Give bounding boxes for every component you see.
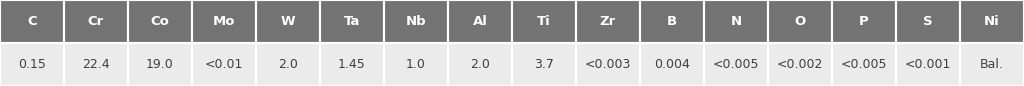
Text: 2.0: 2.0 [470, 58, 489, 71]
Text: 0.15: 0.15 [18, 58, 46, 71]
Bar [449, 0, 512, 43]
Text: Cr: Cr [88, 15, 104, 28]
Text: 0.004: 0.004 [654, 58, 690, 71]
Bar [831, 0, 896, 43]
Text: <0.01: <0.01 [205, 58, 243, 71]
Bar [63, 43, 128, 86]
Text: Ni: Ni [984, 15, 999, 28]
Bar [512, 0, 575, 43]
Text: Ti: Ti [538, 15, 551, 28]
Text: 22.4: 22.4 [82, 58, 110, 71]
Text: 1.0: 1.0 [407, 58, 426, 71]
Bar [319, 0, 384, 43]
Text: Bal.: Bal. [980, 58, 1004, 71]
Text: P: P [859, 15, 869, 28]
Bar [256, 0, 319, 43]
Bar [384, 0, 449, 43]
Bar [319, 43, 384, 86]
Text: 1.45: 1.45 [338, 58, 366, 71]
Text: Co: Co [151, 15, 169, 28]
Text: W: W [281, 15, 295, 28]
Bar [831, 43, 896, 86]
Bar [0, 43, 63, 86]
Text: <0.005: <0.005 [713, 58, 759, 71]
Text: Al: Al [472, 15, 487, 28]
Bar [384, 43, 449, 86]
Text: 2.0: 2.0 [279, 58, 298, 71]
Bar [63, 0, 128, 43]
Bar [768, 43, 831, 86]
Bar [0, 0, 63, 43]
Bar [961, 0, 1024, 43]
Bar [705, 43, 768, 86]
Text: N: N [730, 15, 741, 28]
Bar [640, 43, 705, 86]
Bar [193, 43, 256, 86]
Text: 19.0: 19.0 [146, 58, 174, 71]
Bar [705, 0, 768, 43]
Bar [128, 0, 193, 43]
Bar [575, 0, 640, 43]
Bar [128, 43, 193, 86]
Bar [512, 43, 575, 86]
Bar [575, 43, 640, 86]
Text: Mo: Mo [213, 15, 236, 28]
Text: S: S [924, 15, 933, 28]
Text: <0.002: <0.002 [777, 58, 823, 71]
Bar [961, 43, 1024, 86]
Text: <0.001: <0.001 [905, 58, 951, 71]
Text: B: B [667, 15, 677, 28]
Bar [640, 0, 705, 43]
Text: <0.005: <0.005 [841, 58, 887, 71]
Text: 3.7: 3.7 [535, 58, 554, 71]
Text: O: O [795, 15, 806, 28]
Bar [768, 0, 831, 43]
Bar [193, 0, 256, 43]
Text: C: C [28, 15, 37, 28]
Bar [896, 43, 961, 86]
Bar [449, 43, 512, 86]
Text: Zr: Zr [600, 15, 616, 28]
Text: <0.003: <0.003 [585, 58, 631, 71]
Text: Nb: Nb [406, 15, 426, 28]
Text: Ta: Ta [344, 15, 360, 28]
Bar [256, 43, 319, 86]
Bar [896, 0, 961, 43]
